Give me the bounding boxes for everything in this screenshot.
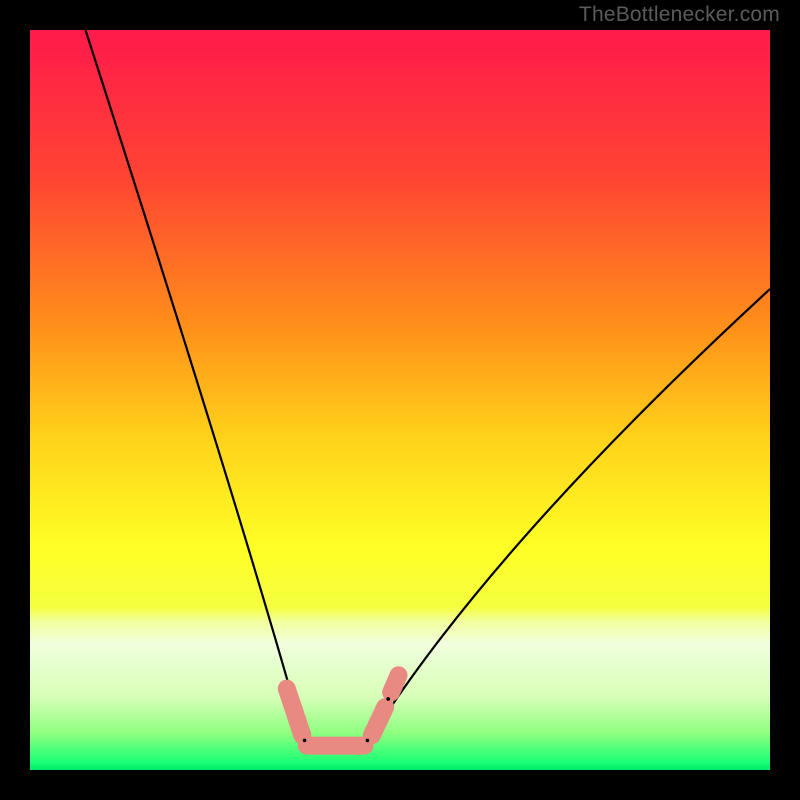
worm-joint	[303, 739, 307, 743]
worm-segment	[372, 707, 385, 735]
watermark-text: TheBottlenecker.com	[579, 3, 780, 27]
chart-frame	[0, 0, 800, 800]
gradient-background	[30, 30, 770, 770]
bottleneck-chart	[30, 30, 770, 770]
worm-joint	[386, 697, 390, 701]
worm-joint	[366, 739, 370, 743]
worm-segment	[391, 675, 398, 692]
